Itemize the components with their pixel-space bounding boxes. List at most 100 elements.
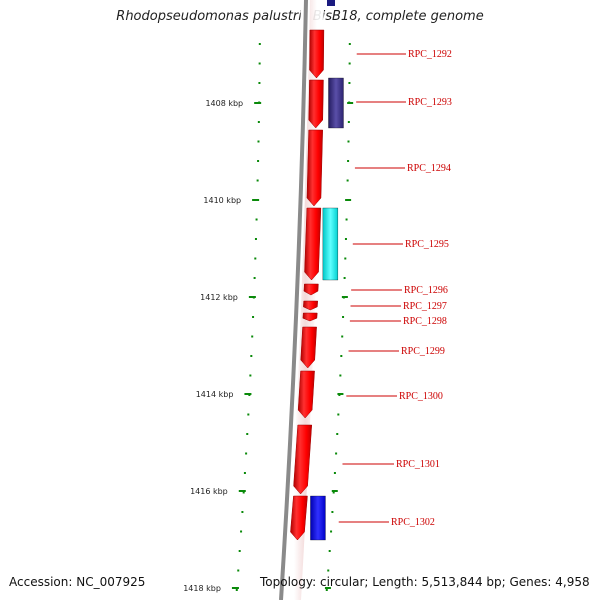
scale-labels: 1408 kbp 1410 kbp 1412 kbp 1414 kbp 1416 kbp… — [183, 99, 243, 593]
gene-arrow[interactable] — [303, 283, 319, 296]
tick-mark — [342, 316, 345, 318]
gene-arrow[interactable] — [304, 207, 322, 281]
tick-mark — [343, 277, 346, 279]
major-tick — [254, 102, 262, 104]
tick-mark — [348, 43, 351, 45]
map-title: Rhodopseudomonas palustris BisB18, compl… — [116, 9, 484, 24]
gene-label[interactable]: RPC_1293 — [408, 97, 452, 108]
major-tick — [337, 393, 344, 395]
partial-feature-top — [327, 0, 335, 6]
tick-mark — [242, 491, 245, 494]
tick-mark — [254, 257, 257, 260]
gene-arrow[interactable] — [293, 424, 313, 495]
gene-arrow[interactable] — [309, 29, 325, 79]
tick-mark — [328, 550, 331, 552]
genes: RPC_1292 RPC_1293 RPC_1294 RPC_1295 RPC_1296… — [290, 29, 452, 541]
tick-mark — [327, 569, 330, 572]
tick-mark — [348, 62, 351, 65]
tick-mark — [253, 277, 256, 279]
tick-mark — [256, 179, 259, 182]
tick-mark — [247, 413, 250, 416]
scale-label: 1418 kbp — [183, 584, 221, 593]
gene-label[interactable]: RPC_1294 — [407, 163, 451, 174]
major-tick — [324, 587, 331, 589]
scale-label: 1416 kbp — [190, 487, 228, 496]
gene-label[interactable]: RPC_1298 — [403, 316, 447, 327]
tick-mark — [332, 491, 335, 494]
major-tick — [248, 296, 256, 298]
tick-mark — [336, 433, 339, 435]
tick-mark — [337, 413, 340, 416]
tick-mark — [339, 374, 342, 377]
tick-mark — [344, 238, 347, 240]
gene-feature-box[interactable] — [328, 77, 344, 129]
tick-mark — [333, 472, 336, 474]
genome-backbone — [279, 0, 308, 600]
gene-arrow[interactable] — [306, 129, 323, 207]
tick-mark — [240, 530, 243, 533]
major-tick — [347, 102, 354, 104]
gene-label[interactable]: RPC_1302 — [391, 517, 435, 528]
genome-summary: Topology: circular; Length: 5,513,844 bp… — [260, 575, 590, 589]
tick-rings — [231, 43, 354, 591]
tick-mark — [258, 43, 261, 45]
gene-arrow[interactable] — [308, 79, 324, 129]
tick-mark — [237, 569, 240, 572]
gene-arrow[interactable] — [302, 312, 318, 322]
tick-mark — [246, 433, 249, 435]
tick-mark — [341, 335, 344, 338]
tick-mark — [257, 140, 260, 143]
tick-mark — [344, 257, 347, 260]
scale-label: 1410 kbp — [203, 196, 241, 205]
major-tick — [345, 199, 352, 201]
major-tick — [252, 199, 260, 201]
accession-label: Accession: NC_007925 — [9, 575, 146, 589]
tick-mark — [243, 472, 246, 474]
tick-mark — [254, 238, 257, 240]
tick-mark — [245, 452, 248, 455]
tick-mark — [335, 452, 338, 455]
major-tick — [341, 296, 348, 298]
tick-mark — [251, 335, 254, 338]
gene-label[interactable]: RPC_1297 — [403, 301, 447, 312]
tick-mark — [325, 589, 328, 591]
gene-feature-box[interactable] — [322, 207, 339, 281]
tick-mark — [241, 511, 244, 513]
scale-label: 1408 kbp — [205, 99, 243, 108]
tick-mark — [347, 140, 350, 143]
tick-mark — [258, 82, 261, 84]
gene-label[interactable]: RPC_1295 — [405, 239, 449, 250]
tick-mark — [238, 550, 241, 552]
gene-arrow[interactable] — [300, 326, 317, 369]
major-tick — [244, 393, 252, 395]
gene-label[interactable]: RPC_1301 — [396, 459, 440, 470]
tick-mark — [250, 355, 253, 357]
gene-label[interactable]: RPC_1300 — [399, 391, 443, 402]
tick-mark — [345, 218, 348, 221]
tick-mark — [347, 160, 350, 162]
tick-mark — [346, 179, 349, 182]
tick-mark — [257, 121, 260, 123]
gene-feature-box[interactable] — [310, 495, 326, 541]
scale-label: 1412 kbp — [200, 293, 238, 302]
gene-label[interactable]: RPC_1299 — [401, 346, 445, 357]
gene-label[interactable]: RPC_1296 — [404, 285, 448, 296]
gene-arrow[interactable] — [303, 300, 318, 311]
tick-mark — [330, 530, 333, 533]
tick-mark — [331, 511, 334, 513]
tick-mark — [348, 82, 351, 84]
tick-mark — [258, 62, 261, 65]
major-tick — [238, 490, 246, 492]
gene-label[interactable]: RPC_1292 — [408, 49, 452, 60]
gene-arrow[interactable] — [290, 495, 308, 541]
tick-mark — [249, 374, 252, 377]
tick-mark — [340, 355, 343, 357]
gene-arrow[interactable] — [297, 370, 315, 419]
tick-mark — [252, 316, 255, 318]
tick-mark — [347, 121, 350, 123]
scale-label: 1414 kbp — [196, 390, 234, 399]
tick-mark — [255, 218, 258, 221]
major-tick — [231, 587, 239, 589]
